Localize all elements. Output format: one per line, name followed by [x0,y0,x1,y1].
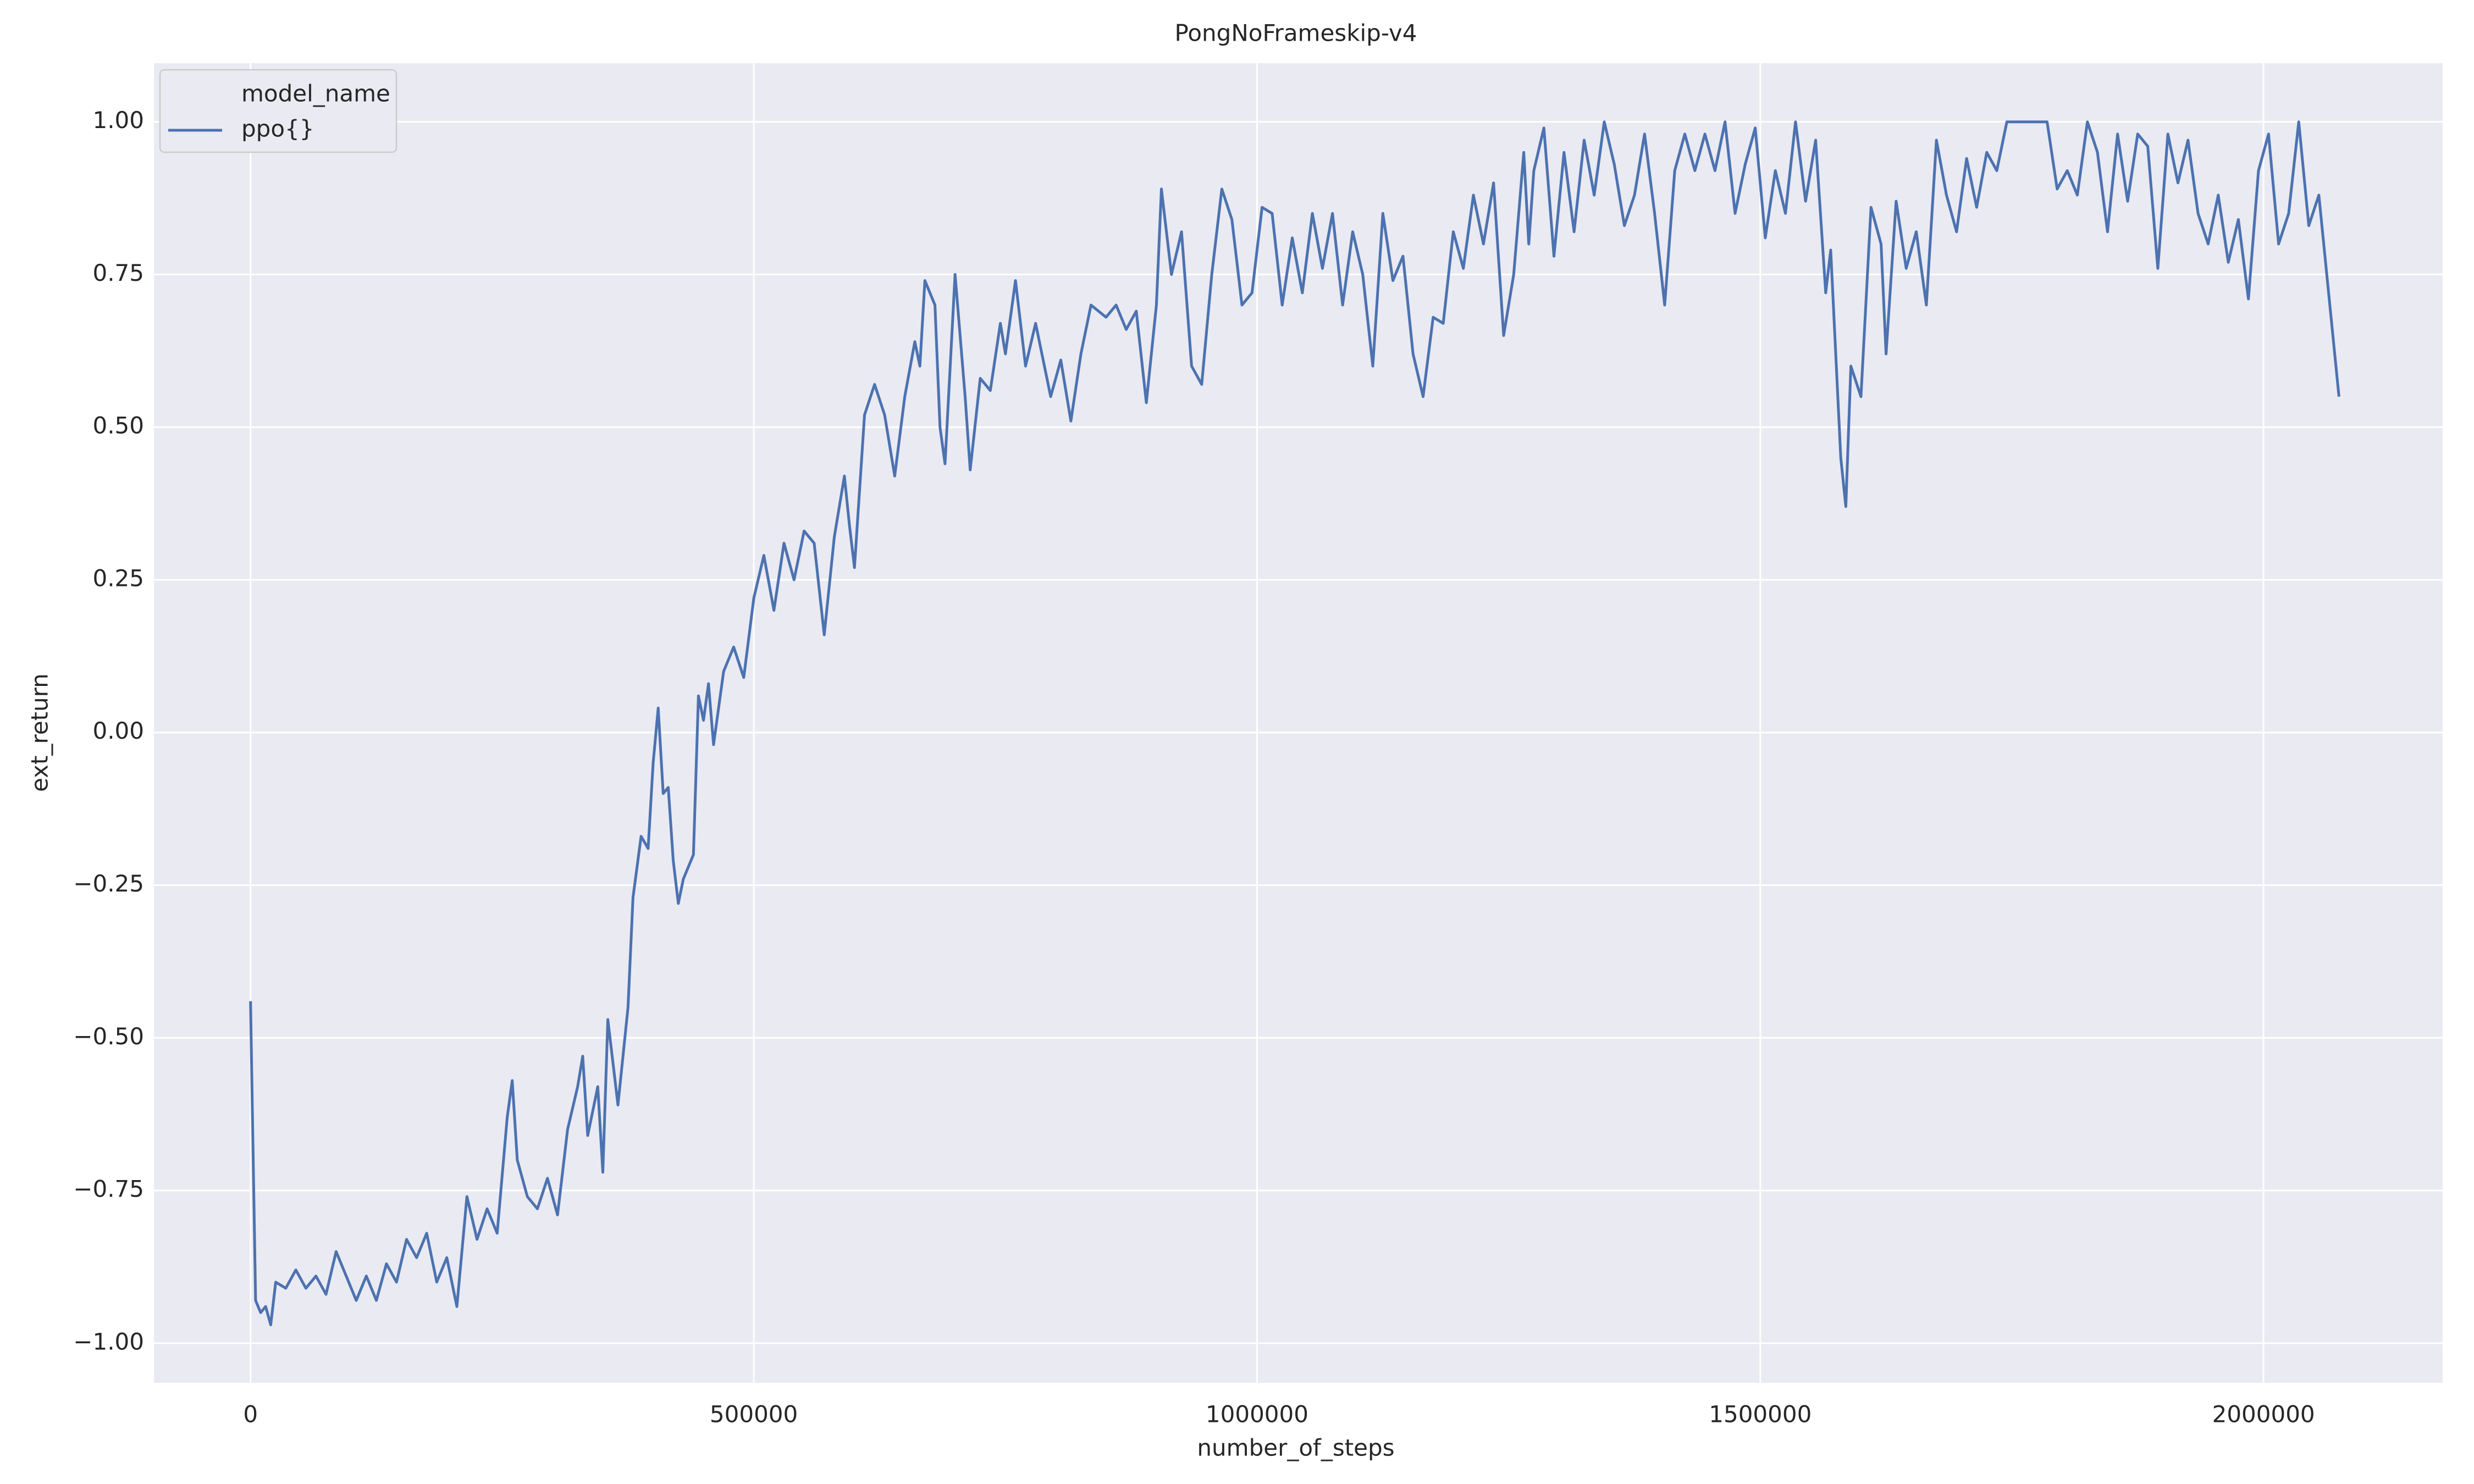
x-tick-label: 1000000 [1206,1401,1308,1428]
y-tick-label: −0.75 [73,1176,144,1203]
y-tick-label: 0.50 [92,412,144,439]
x-tick-label: 1500000 [1709,1401,1812,1428]
plot-area [154,63,2443,1383]
x-tick-label: 2000000 [2212,1401,2315,1428]
y-tick-label: 0.75 [92,259,144,286]
x-tick-label: 0 [243,1401,258,1428]
data-line [249,120,2340,1326]
y-tick-label: −0.25 [73,870,144,897]
legend-title: model_name [241,80,390,107]
y-tick-label: 0.25 [92,564,144,591]
y-tick-label: −1.00 [73,1328,144,1355]
x-tick-label: 500000 [710,1401,798,1428]
y-tick-label: 1.00 [92,107,144,134]
chart-title: PongNoFrameskip-v4 [1175,20,1417,47]
y-axis-label: ext_return [26,673,53,792]
legend-label: ppo{} [241,115,314,142]
x-axis-label: number_of_steps [1197,1435,1394,1461]
y-tick-label: 0.00 [92,717,144,744]
y-tick-label: −0.50 [73,1023,144,1050]
